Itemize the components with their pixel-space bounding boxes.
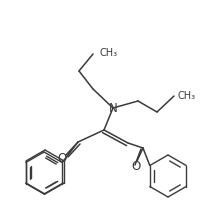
- Text: O: O: [131, 160, 141, 173]
- Text: CH₃: CH₃: [99, 48, 117, 58]
- Text: O: O: [57, 152, 67, 166]
- Text: CH₃: CH₃: [178, 91, 196, 101]
- Text: N: N: [109, 101, 117, 114]
